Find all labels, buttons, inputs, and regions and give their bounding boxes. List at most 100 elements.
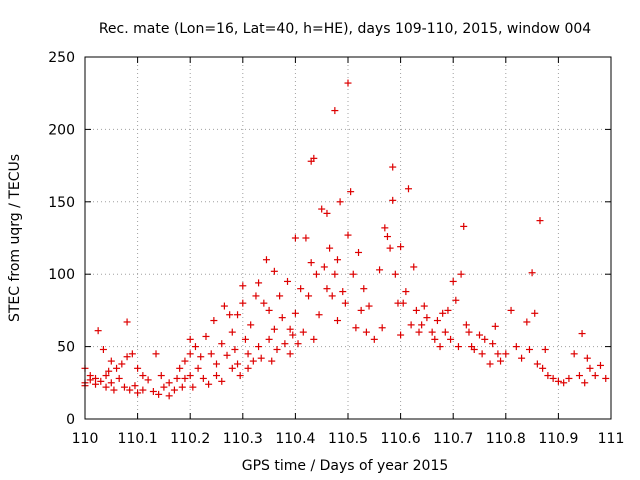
data-point — [581, 379, 589, 387]
y-tick-label: 250 — [48, 50, 75, 66]
data-point — [352, 324, 360, 332]
data-point — [478, 350, 486, 358]
data-point — [447, 335, 455, 343]
data-point — [312, 270, 320, 278]
data-point — [397, 243, 405, 251]
data-point — [539, 364, 547, 372]
data-point — [205, 380, 213, 388]
data-point — [428, 328, 436, 336]
data-point — [423, 314, 431, 322]
data-point — [128, 350, 136, 358]
data-point — [307, 259, 315, 267]
data-point — [570, 350, 578, 358]
data-point — [497, 357, 505, 365]
data-point — [102, 372, 110, 380]
data-point — [236, 372, 244, 380]
data-point — [449, 277, 457, 285]
x-tick-label: 110 — [72, 431, 99, 447]
chart-title: Rec. mate (Lon=16, Lat=40, h=HE), days 1… — [99, 21, 591, 37]
data-point — [431, 335, 439, 343]
data-point — [331, 107, 339, 115]
data-point — [339, 288, 347, 296]
data-point — [165, 379, 173, 387]
data-point — [189, 383, 197, 391]
data-point — [276, 292, 284, 300]
data-point — [257, 354, 265, 362]
data-point — [247, 321, 255, 329]
data-point — [239, 282, 247, 290]
data-point — [494, 350, 502, 358]
data-point — [362, 328, 370, 336]
data-point — [197, 353, 205, 361]
data-point — [326, 244, 334, 252]
data-point — [231, 345, 239, 353]
data-point — [123, 353, 131, 361]
data-point — [315, 311, 323, 319]
data-point — [260, 299, 268, 307]
data-point — [489, 340, 497, 348]
data-point — [118, 360, 126, 368]
data-point — [397, 331, 405, 339]
data-point — [528, 269, 536, 277]
data-point — [110, 386, 118, 394]
data-point — [412, 306, 420, 314]
data-point — [310, 154, 318, 162]
data-point — [255, 279, 263, 287]
data-point — [94, 327, 102, 335]
data-point — [328, 292, 336, 300]
data-point — [181, 374, 189, 382]
data-point — [436, 343, 444, 351]
y-tick-labels: 0 50 100 150 200 250 — [48, 50, 75, 428]
data-point — [160, 383, 168, 391]
data-point — [344, 79, 352, 87]
data-point — [457, 270, 465, 278]
x-tick-label: 110.3 — [223, 431, 263, 447]
y-tick-label: 100 — [48, 267, 75, 283]
data-point — [502, 350, 510, 358]
data-point — [470, 345, 478, 353]
data-point — [391, 270, 399, 278]
data-point — [249, 357, 257, 365]
data-point — [360, 285, 368, 293]
data-point — [525, 345, 533, 353]
x-tick-label: 110.2 — [170, 431, 210, 447]
data-point — [344, 231, 352, 239]
data-point — [157, 372, 165, 380]
data-point — [381, 224, 389, 232]
y-tick-label: 150 — [48, 195, 75, 211]
data-point — [102, 383, 110, 391]
data-point — [176, 364, 184, 372]
data-point — [99, 345, 107, 353]
data-point — [318, 205, 326, 213]
data-point — [286, 350, 294, 358]
x-tick-label: 110.9 — [538, 431, 578, 447]
data-point — [578, 330, 586, 338]
data-point — [165, 392, 173, 400]
data-point — [560, 379, 568, 387]
data-point — [281, 340, 289, 348]
y-tick-label: 200 — [48, 122, 75, 138]
data-point — [284, 277, 292, 285]
data-point — [404, 185, 412, 193]
data-point — [97, 377, 105, 385]
data-point — [407, 321, 415, 329]
data-point — [105, 367, 113, 375]
data-point — [239, 299, 247, 307]
data-point — [536, 217, 544, 225]
data-point — [347, 188, 355, 196]
data-point — [181, 357, 189, 365]
x-axis-title: GPS time / Days of year 2015 — [242, 458, 449, 474]
data-point — [386, 244, 394, 252]
data-point — [549, 374, 557, 382]
data-point — [265, 335, 273, 343]
data-point — [399, 299, 407, 307]
y-axis-title: STEC from uqrg / TECUs — [7, 154, 23, 322]
data-point — [244, 364, 252, 372]
data-point — [228, 364, 236, 372]
data-point — [220, 302, 228, 310]
data-point — [92, 374, 100, 382]
data-point — [213, 372, 220, 380]
data-point — [144, 376, 152, 384]
data-point — [320, 263, 328, 271]
data-point — [333, 317, 341, 325]
